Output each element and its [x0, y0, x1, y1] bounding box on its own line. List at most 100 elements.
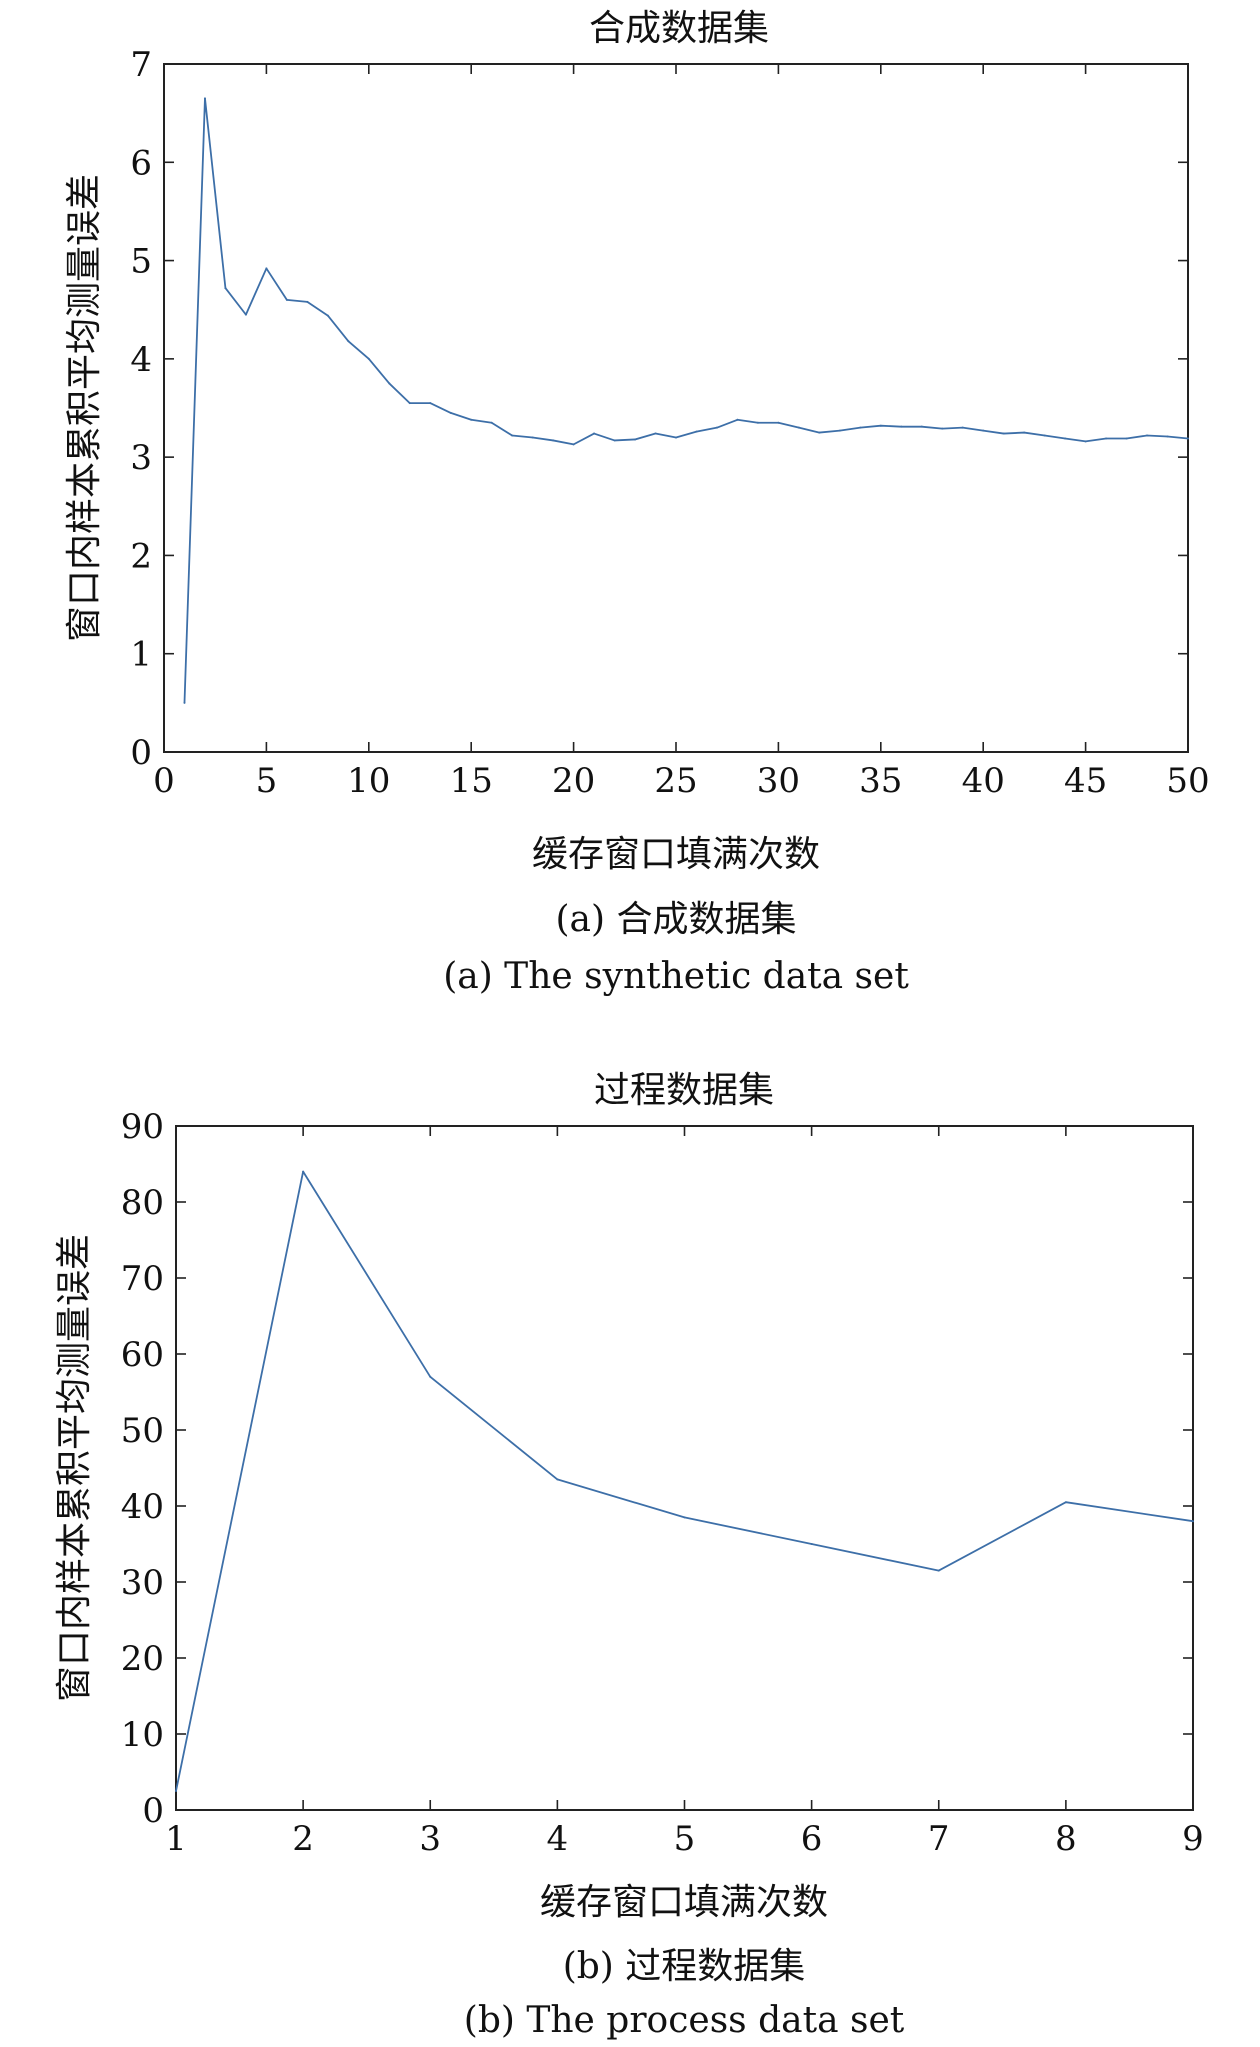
- data-point: [306, 300, 309, 303]
- y-tick-label: 6: [130, 143, 152, 183]
- x-tick-label: 2: [292, 1819, 314, 1859]
- data-point: [777, 421, 780, 424]
- data-point: [1166, 435, 1169, 438]
- data-point: [1187, 437, 1189, 440]
- data-point: [961, 426, 964, 429]
- chart-a-series-line: [183, 97, 1189, 703]
- data-point: [429, 402, 432, 405]
- data-point: [449, 411, 452, 414]
- y-tick-label: 0: [130, 733, 152, 773]
- data-point: [470, 418, 473, 421]
- x-tick-label: 8: [1055, 1819, 1077, 1859]
- x-tick-label: 7: [928, 1819, 950, 1859]
- chart-a-y-ticks: 0 1 2 3 4 5 6 7: [130, 45, 1188, 773]
- y-tick-label: 1: [130, 635, 152, 675]
- data-point: [302, 1170, 305, 1173]
- data-point: [511, 434, 514, 437]
- data-point: [695, 430, 698, 433]
- data-point: [175, 1790, 177, 1792]
- x-tick-label: 30: [757, 761, 800, 801]
- data-point: [552, 439, 555, 442]
- data-point: [556, 1478, 559, 1481]
- data-point: [203, 97, 206, 100]
- chart-a-x-ticks: 0 5 10 15 20 25 30 35 40 45 50: [153, 64, 1210, 801]
- chart-a-plot-frame: [163, 63, 1189, 753]
- y-tick-label: 40: [121, 1487, 164, 1527]
- data-point: [982, 429, 985, 432]
- y-tick-label: 20: [121, 1639, 164, 1679]
- data-point: [572, 443, 575, 446]
- data-point: [941, 427, 944, 430]
- data-point: [285, 298, 288, 301]
- data-point: [1125, 437, 1128, 440]
- data-point: [683, 1516, 686, 1519]
- x-tick-label: 35: [859, 761, 902, 801]
- x-tick-label: 15: [450, 761, 493, 801]
- chart-a-points: [183, 97, 1189, 704]
- y-tick-label: 60: [121, 1335, 164, 1375]
- data-point: [1023, 431, 1026, 434]
- data-point: [408, 402, 411, 405]
- chart-a-y-label: 窗口内样本累积平均测量误差: [64, 174, 105, 642]
- data-point: [1192, 1520, 1194, 1523]
- data-point: [613, 439, 616, 442]
- chart-a-caption-cn: (a) 合成数据集: [556, 899, 797, 940]
- x-tick-label: 5: [256, 761, 278, 801]
- data-point: [490, 421, 493, 424]
- y-tick-label: 90: [121, 1107, 164, 1147]
- data-point: [756, 421, 759, 424]
- y-tick-label: 70: [121, 1259, 164, 1299]
- data-point: [1064, 437, 1067, 440]
- data-point: [1043, 434, 1046, 437]
- y-tick-label: 2: [130, 536, 152, 576]
- data-point: [429, 1375, 432, 1378]
- chart-b: 过程数据集 0 10 20 30 40 50 60 70 80 90 1 2 3 4 5 6 7 8 9 窗口内样…: [54, 1070, 1204, 2041]
- chart-a-caption-en: (a) The synthetic data set: [443, 956, 909, 997]
- data-point: [838, 429, 841, 432]
- data-point: [937, 1569, 940, 1572]
- data-point: [859, 426, 862, 429]
- data-point: [1064, 1501, 1067, 1504]
- data-point: [818, 431, 821, 434]
- y-tick-label: 10: [121, 1715, 164, 1755]
- chart-b-points: [175, 1170, 1194, 1792]
- data-point: [1084, 440, 1087, 443]
- x-tick-label: 10: [347, 761, 390, 801]
- data-point: [326, 314, 329, 317]
- x-tick-label: 6: [801, 1819, 823, 1859]
- data-point: [244, 313, 247, 316]
- y-tick-label: 30: [121, 1563, 164, 1603]
- chart-a-x-label: 缓存窗口填满次数: [532, 834, 820, 875]
- data-point: [593, 432, 596, 435]
- data-point: [1105, 437, 1108, 440]
- chart-b-y-label: 窗口内样本累积平均测量误差: [54, 1234, 95, 1702]
- x-tick-label: 1: [165, 1819, 187, 1859]
- chart-b-caption-cn: (b) 过程数据集: [563, 1946, 806, 1987]
- data-point: [1002, 432, 1005, 435]
- chart-b-x-label: 缓存窗口填满次数: [540, 1882, 828, 1923]
- y-tick-label: 80: [121, 1183, 164, 1223]
- data-point: [634, 438, 637, 441]
- x-tick-label: 50: [1166, 761, 1209, 801]
- data-point: [797, 426, 800, 429]
- data-point: [347, 340, 350, 343]
- chart-a-title: 合成数据集: [589, 8, 769, 49]
- data-point: [810, 1543, 813, 1545]
- y-tick-label: 3: [130, 438, 152, 478]
- data-point: [1146, 434, 1149, 437]
- chart-b-series-line: [175, 1170, 1194, 1792]
- data-point: [224, 287, 227, 290]
- chart-b-y-ticks: 0 10 20 30 40 50 60 70 80 90: [121, 1107, 1193, 1831]
- x-tick-label: 9: [1182, 1819, 1204, 1859]
- data-point: [920, 425, 923, 428]
- y-tick-label: 0: [142, 1791, 164, 1831]
- chart-b-caption-en: (b) The process data set: [464, 2000, 905, 2041]
- x-tick-label: 45: [1064, 761, 1107, 801]
- x-tick-label: 0: [153, 761, 175, 801]
- y-tick-label: 50: [121, 1411, 164, 1451]
- y-tick-label: 5: [130, 242, 152, 282]
- x-tick-label: 25: [654, 761, 697, 801]
- x-tick-label: 20: [552, 761, 595, 801]
